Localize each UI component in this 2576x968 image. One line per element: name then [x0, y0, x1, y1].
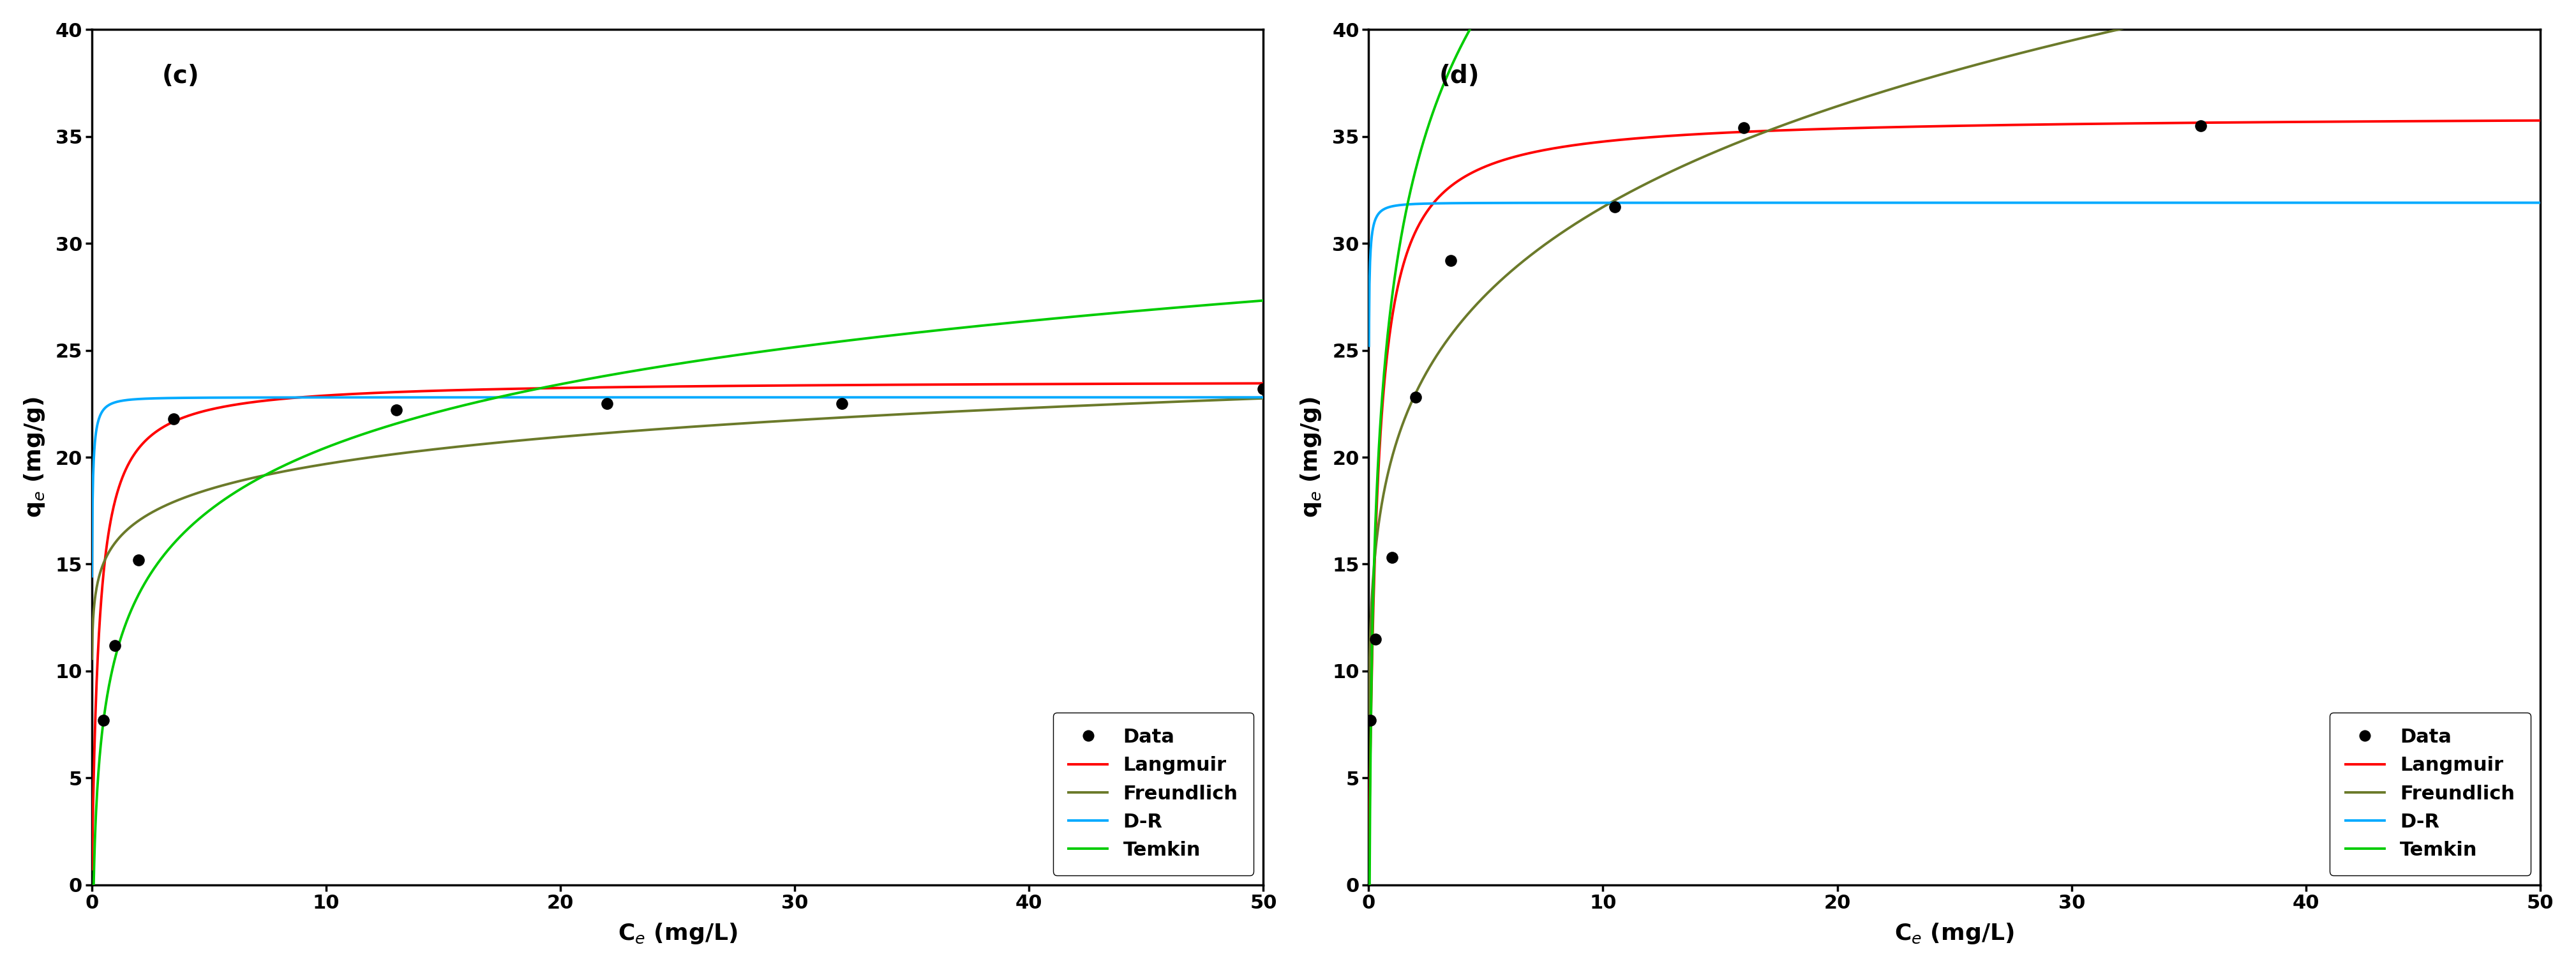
Point [2179, 118, 2221, 134]
Point [118, 552, 160, 567]
Point [376, 403, 417, 418]
Y-axis label: q$_e$ (mg/g): q$_e$ (mg/g) [1298, 397, 1324, 518]
X-axis label: C$_e$ (mg/L): C$_e$ (mg/L) [1893, 922, 2014, 946]
X-axis label: C$_e$ (mg/L): C$_e$ (mg/L) [618, 922, 737, 946]
Point [1242, 381, 1283, 397]
Point [1350, 712, 1391, 728]
Text: (d): (d) [1440, 64, 1479, 88]
Legend: Data, Langmuir, Freundlich, D-R, Temkin: Data, Langmuir, Freundlich, D-R, Temkin [1054, 712, 1255, 875]
Point [1723, 120, 1765, 136]
Point [822, 396, 863, 411]
Legend: Data, Langmuir, Freundlich, D-R, Temkin: Data, Langmuir, Freundlich, D-R, Temkin [2329, 712, 2530, 875]
Point [1370, 550, 1412, 565]
Point [82, 712, 124, 728]
Text: (c): (c) [162, 64, 198, 88]
Point [587, 396, 629, 411]
Point [1355, 631, 1396, 647]
Point [1430, 253, 1471, 268]
Point [1394, 389, 1435, 405]
Y-axis label: q$_e$ (mg/g): q$_e$ (mg/g) [23, 397, 46, 518]
Point [1595, 199, 1636, 215]
Point [152, 411, 193, 427]
Point [95, 638, 137, 653]
